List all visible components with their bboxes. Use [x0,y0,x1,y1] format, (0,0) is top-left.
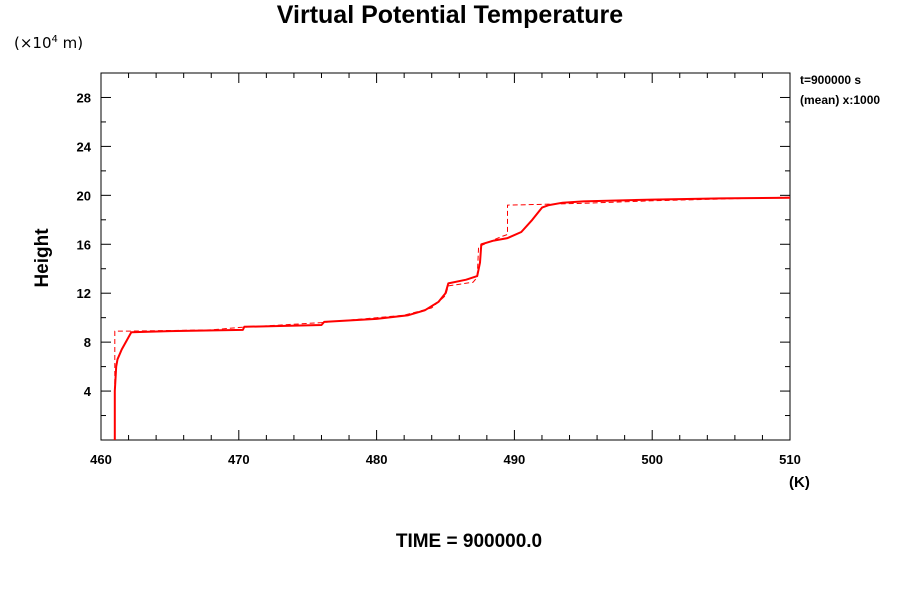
mean-annotation: (mean) x:1000 [800,93,881,107]
y-tick-label: 24 [77,139,92,154]
y-tick-label: 20 [77,188,91,203]
x-tick-label: 510 [779,452,801,467]
x-tick-label: 480 [366,452,388,467]
x-tick-label: 460 [90,452,112,467]
y-tick-label: 4 [84,384,92,399]
x-axis-unit: (K) [789,474,810,491]
x-tick-label: 490 [504,452,526,467]
series-line-dashed [114,196,791,440]
time-footer: TIME = 900000.0 [395,531,543,552]
y-unit-prefix: (×10 [14,34,52,52]
y-tick-label: 16 [77,237,91,252]
y-tick-label: 12 [77,286,91,301]
y-axis-unit: (×104 m) [14,34,83,52]
y-tick-label: 28 [77,90,91,105]
y-tick-label: 8 [84,335,91,350]
time-annotation: t=900000 s [800,73,862,87]
y-unit-suffix: m) [57,34,84,52]
x-tick-label: 470 [228,452,250,467]
x-tick-label: 500 [641,452,663,467]
y-unit-exponent: 4 [51,34,58,45]
series-line-solid [113,196,791,440]
plot-frame [100,72,791,441]
chart-title: Virtual Potential Temperature [276,1,624,29]
